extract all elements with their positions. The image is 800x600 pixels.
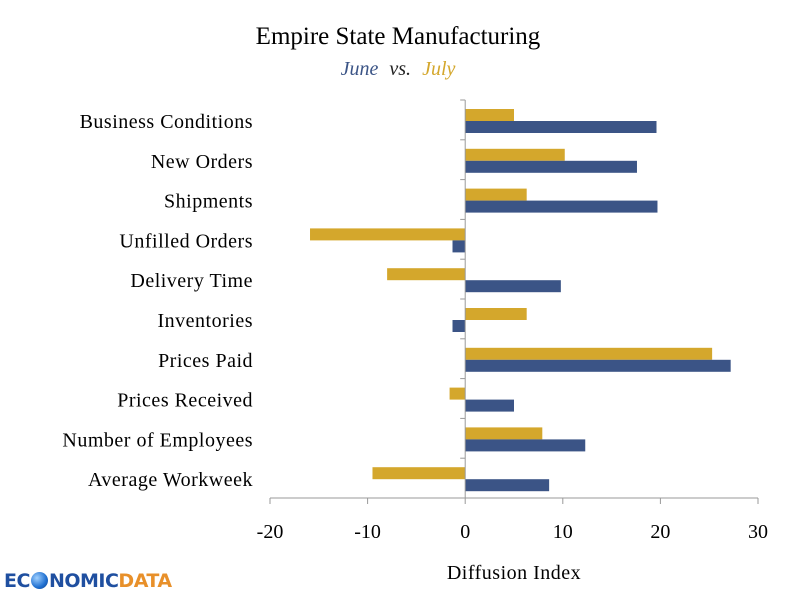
bar-july-average-workweek xyxy=(372,467,466,480)
category-label-prices-received: Prices Received xyxy=(117,390,253,412)
bar-july-inventories xyxy=(465,308,527,320)
bar-july-delivery-time xyxy=(387,268,466,281)
bar-july-unfilled-orders xyxy=(310,228,466,241)
plot-area: Business Conditions New Orders Shipments Un… xyxy=(62,99,768,543)
category-label-shipments: Shipments xyxy=(164,191,253,213)
category-label-delivery-time: Delivery Time xyxy=(130,270,253,292)
x-tick-label-0: 0 xyxy=(460,521,470,543)
chart-subtitle: June vs. July xyxy=(341,58,456,80)
category-label-new-orders: New Orders xyxy=(151,151,253,173)
category-label-business-conditions: Business Conditions xyxy=(80,111,253,133)
logo-text-data: DATA xyxy=(118,570,172,592)
category-label-inventories: Inventories xyxy=(158,310,253,332)
chart-title: Empire State Manufacturing xyxy=(256,23,541,50)
subtitle-june: June xyxy=(341,58,379,80)
bar-june-average-workweek xyxy=(465,479,550,492)
subtitle-vs: vs. xyxy=(389,58,411,80)
bar-june-number-of-employees xyxy=(465,439,586,452)
x-tick-label-20: 20 xyxy=(650,521,670,543)
x-tick-label-30: 30 xyxy=(748,521,768,543)
category-label-number-of-employees: Number of Employees xyxy=(62,429,253,451)
bar-june-prices-received xyxy=(465,399,514,412)
bar-june-new-orders xyxy=(465,160,637,173)
bar-june-unfilled-orders xyxy=(452,240,466,253)
category-label-unfilled-orders: Unfilled Orders xyxy=(119,230,253,252)
bar-june-shipments xyxy=(465,200,658,213)
bar-july-prices-received xyxy=(449,387,466,400)
bar-july-number-of-employees xyxy=(465,427,543,440)
economicdata-logo: EC NOMICDATA xyxy=(4,570,172,592)
globe-icon xyxy=(30,572,48,589)
logo-text-nomic: NOMIC xyxy=(48,570,119,592)
x-tick-label-neg20: -20 xyxy=(257,521,284,543)
category-label-prices-paid: Prices Paid xyxy=(158,350,253,372)
bar-july-prices-paid xyxy=(465,347,713,360)
x-axis-title: Diffusion Index xyxy=(447,562,581,584)
x-tick-label-10: 10 xyxy=(553,521,573,543)
bar-july-new-orders xyxy=(465,148,565,161)
logo-text-ec: EC xyxy=(4,570,30,592)
x-tick-label-neg10: -10 xyxy=(354,521,381,543)
bar-july-shipments xyxy=(465,188,527,201)
bar-june-delivery-time xyxy=(465,280,561,293)
bar-june-business-conditions xyxy=(465,121,657,133)
bar-june-inventories xyxy=(452,320,466,332)
subtitle-july: July xyxy=(422,58,455,80)
bar-june-prices-paid xyxy=(465,359,731,372)
category-label-average-workweek: Average Workweek xyxy=(88,469,253,491)
bar-july-business-conditions xyxy=(465,109,514,121)
